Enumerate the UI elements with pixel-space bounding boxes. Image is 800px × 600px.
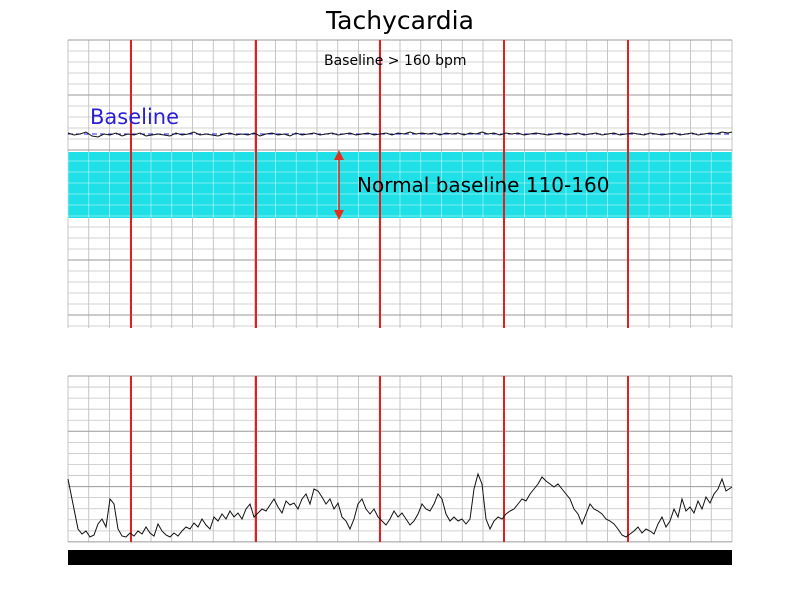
toco-trace	[67, 472, 733, 538]
page-title: Tachycardia	[326, 6, 474, 35]
minute-markers	[130, 40, 629, 328]
normal-baseline-label: Normal baseline 110-160	[357, 173, 610, 197]
baseline-label: Baseline	[90, 105, 180, 129]
band-grid-lines	[67, 152, 733, 218]
fetal-heart-rate-strip	[67, 39, 733, 328]
minute-markers	[130, 376, 629, 542]
uterine-activity-strip	[67, 375, 733, 543]
fhr-grid	[67, 39, 733, 328]
grid-lines	[67, 375, 733, 543]
baseline-threshold-label: Baseline > 160 bpm	[324, 53, 467, 69]
fhr-trace	[67, 131, 733, 138]
strip-footer-bar	[68, 550, 732, 565]
range-arrow	[334, 150, 344, 220]
toco-grid	[67, 375, 733, 543]
